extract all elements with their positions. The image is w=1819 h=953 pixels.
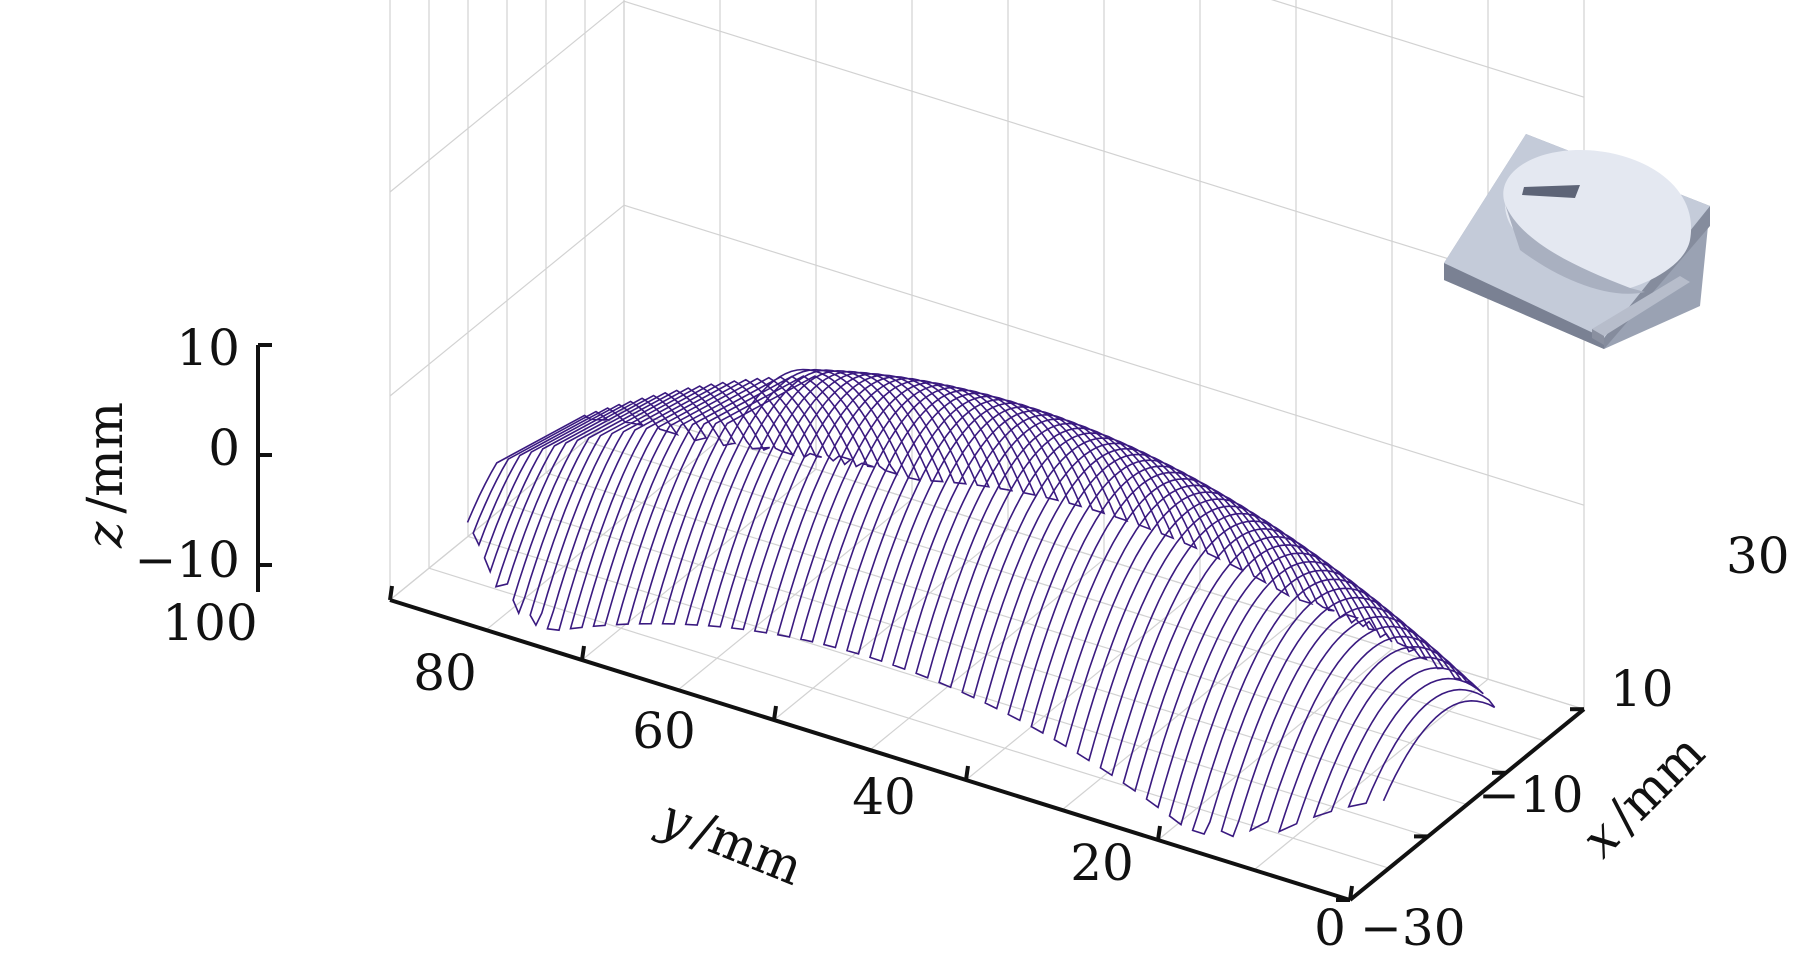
z-axis-label-var: z bbox=[76, 521, 134, 549]
grid-line bbox=[584, 440, 1546, 742]
x-tick-label: 10 bbox=[1610, 660, 1674, 718]
grid-line bbox=[623, 0, 1585, 302]
grid-line bbox=[389, 204, 625, 397]
grid-line bbox=[623, 204, 1585, 506]
y-tick-label: 40 bbox=[852, 768, 916, 826]
y-tick-mark bbox=[388, 585, 394, 601]
x-tick-label: 30 bbox=[1726, 527, 1790, 585]
y-axis-line bbox=[389, 598, 1351, 902]
grid-line bbox=[389, 0, 625, 193]
y-tick-label: 80 bbox=[413, 644, 477, 702]
x-axis-label: x/mm bbox=[1570, 723, 1716, 869]
x-axis-label-unit: /mm bbox=[1596, 723, 1716, 843]
y-tick-label: 20 bbox=[1070, 834, 1134, 892]
back-grid bbox=[389, 0, 1585, 901]
y-tick-mark bbox=[1156, 825, 1162, 841]
y-tick-label: 0 bbox=[1314, 899, 1346, 953]
z-axis-label-unit: /mm bbox=[76, 402, 134, 514]
y-tick-label: 100 bbox=[162, 594, 257, 652]
z-tick-label: −10 bbox=[134, 531, 240, 589]
y-axis-label-unit: /mm bbox=[686, 801, 811, 897]
x-axis-line bbox=[1348, 707, 1586, 902]
grid-line bbox=[1270, 0, 1585, 98]
y-tick-mark bbox=[580, 645, 586, 661]
x-tick-label: −10 bbox=[1478, 766, 1584, 824]
z-tick-label: 10 bbox=[176, 319, 240, 377]
grid-line bbox=[428, 567, 1390, 869]
y-tick-mark bbox=[964, 765, 970, 781]
toolpath-surface bbox=[466, 368, 1496, 838]
mouse-mold-3d-model-icon bbox=[1444, 134, 1710, 349]
x-tick-label: −30 bbox=[1360, 899, 1466, 953]
y-tick-mark bbox=[772, 705, 778, 721]
toolpath-series bbox=[466, 368, 1496, 838]
y-tick-label: 60 bbox=[632, 702, 696, 760]
z-tick-label: 0 bbox=[208, 419, 240, 477]
y-axis-label: y/mm bbox=[650, 787, 811, 897]
y-tick-mark bbox=[1348, 885, 1354, 901]
axes bbox=[256, 343, 1586, 902]
z-axis-label: z/mm bbox=[76, 402, 134, 549]
